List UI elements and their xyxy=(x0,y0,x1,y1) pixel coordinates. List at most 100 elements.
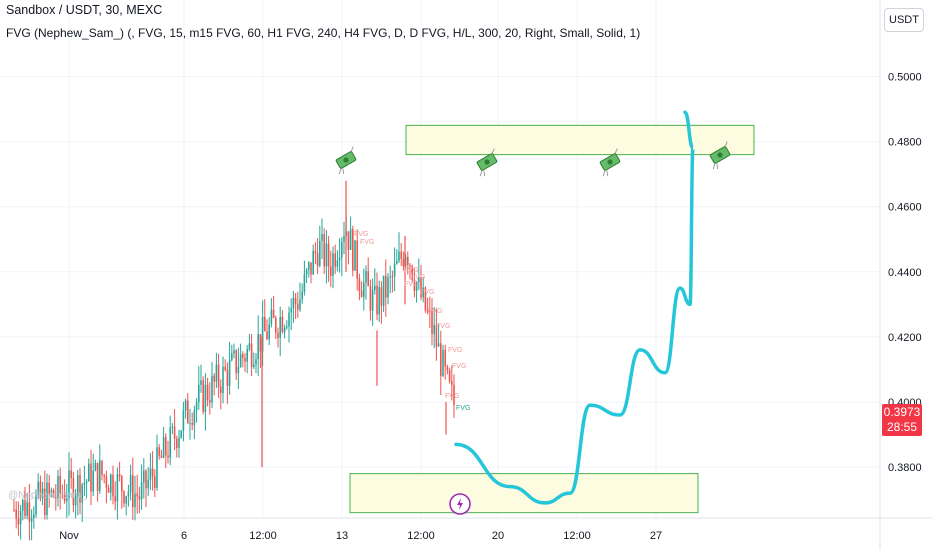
candle-body xyxy=(35,494,37,515)
candle-body xyxy=(426,310,429,312)
candle-body xyxy=(264,316,266,332)
candle-body xyxy=(338,257,341,261)
fvg-label: FVG xyxy=(360,239,374,246)
candle-body xyxy=(22,500,24,511)
candle-body xyxy=(259,334,262,352)
candle-body xyxy=(321,234,323,241)
candle-body xyxy=(41,488,44,499)
candle-body xyxy=(440,343,442,376)
candle-body xyxy=(371,290,374,311)
candle-body xyxy=(385,275,387,298)
candle-body xyxy=(226,369,229,386)
candle-body xyxy=(165,436,167,456)
candle-body xyxy=(110,474,112,493)
candle-body xyxy=(360,290,363,298)
candle-body xyxy=(107,487,110,493)
candle-body xyxy=(376,285,378,315)
y-axis[interactable]: 0.38000.40000.42000.44000.46000.48000.50… xyxy=(888,72,922,475)
indicator-label[interactable]: FVG (Nephew_Sam_) (, FVG, 15, m15 FVG, 6… xyxy=(6,26,641,40)
candle-body xyxy=(442,350,444,376)
candle-body xyxy=(182,410,185,431)
fvg-label: FVG xyxy=(420,289,434,296)
candle-body xyxy=(123,491,125,504)
y-tick-label: 0.4200 xyxy=(888,332,922,344)
candle-body xyxy=(409,265,411,267)
candle-body xyxy=(136,493,138,497)
candle-body xyxy=(358,278,361,291)
candle-body xyxy=(308,262,310,270)
candle-body xyxy=(418,277,420,283)
countdown: 28:55 xyxy=(886,420,918,434)
candle-body xyxy=(44,488,46,515)
candle-body xyxy=(195,402,198,411)
candle-body xyxy=(94,462,97,471)
candle-body xyxy=(451,381,453,385)
x-axis[interactable]: Nov 6 12:00 13 12:00 20 12:00 27 xyxy=(59,530,662,542)
candle-body xyxy=(127,492,130,497)
candle-body xyxy=(330,266,332,276)
candle-body xyxy=(327,243,330,267)
y-tick-label: 0.4800 xyxy=(888,137,922,149)
candle-body xyxy=(132,475,134,508)
candle-body xyxy=(288,312,290,327)
candle-body xyxy=(15,509,17,519)
candle-body xyxy=(415,282,418,291)
candle-body xyxy=(46,482,48,515)
candle-body xyxy=(121,476,123,492)
candle-body xyxy=(129,475,132,493)
candle-body xyxy=(422,287,424,298)
candle-body xyxy=(437,343,440,347)
candle-body xyxy=(261,316,264,352)
candle-body xyxy=(213,375,215,382)
candle-body xyxy=(26,502,28,516)
candle-body xyxy=(68,470,70,499)
currency-button[interactable]: USDT xyxy=(884,8,924,32)
candle-body xyxy=(200,380,202,385)
candle-body xyxy=(151,468,154,477)
candle-body xyxy=(352,229,354,271)
candle-body xyxy=(312,250,314,275)
candle-body xyxy=(257,334,259,360)
candle-body xyxy=(266,331,268,340)
candle-body xyxy=(268,324,270,340)
candle-body xyxy=(209,400,211,403)
candle-body xyxy=(222,366,224,394)
candle-body xyxy=(354,240,356,271)
candle-body xyxy=(374,285,376,291)
candle-body xyxy=(169,427,171,458)
last-price-badge: 0.3973 28:55 xyxy=(882,404,922,436)
candle-body xyxy=(325,243,328,267)
last-price: 0.3973 xyxy=(883,405,921,419)
candle-body xyxy=(105,476,108,488)
candle-body xyxy=(147,479,149,489)
candle-body xyxy=(189,423,191,425)
chart-title[interactable]: Sandbox / USDT, 30, MEXC xyxy=(6,3,163,17)
fvg-label: FVG xyxy=(445,393,459,400)
candle-body xyxy=(239,354,242,367)
candle-body xyxy=(347,231,350,250)
candle-body xyxy=(160,455,163,458)
zones xyxy=(349,124,755,514)
candle-body xyxy=(116,474,119,502)
candle-body xyxy=(444,350,446,367)
candle-body xyxy=(149,468,152,480)
x-tick-label: 12:00 xyxy=(407,530,435,542)
candle-body xyxy=(24,500,26,516)
candle-body xyxy=(429,310,431,312)
fvg-label: FVG xyxy=(411,274,425,281)
candle-body xyxy=(39,481,42,499)
fvg-label: FVG xyxy=(354,231,368,238)
candle-body xyxy=(242,354,244,358)
x-tick-label: 13 xyxy=(336,530,348,542)
candle-body xyxy=(407,256,409,266)
candle-body xyxy=(286,326,288,328)
fvg-label: FVG xyxy=(452,363,466,370)
candle-body xyxy=(77,475,79,497)
candle-body xyxy=(217,364,220,388)
candle-body xyxy=(167,455,169,458)
candle-body xyxy=(424,287,427,311)
candle-body xyxy=(92,470,94,492)
candle-body xyxy=(378,287,380,315)
candles xyxy=(13,180,455,541)
